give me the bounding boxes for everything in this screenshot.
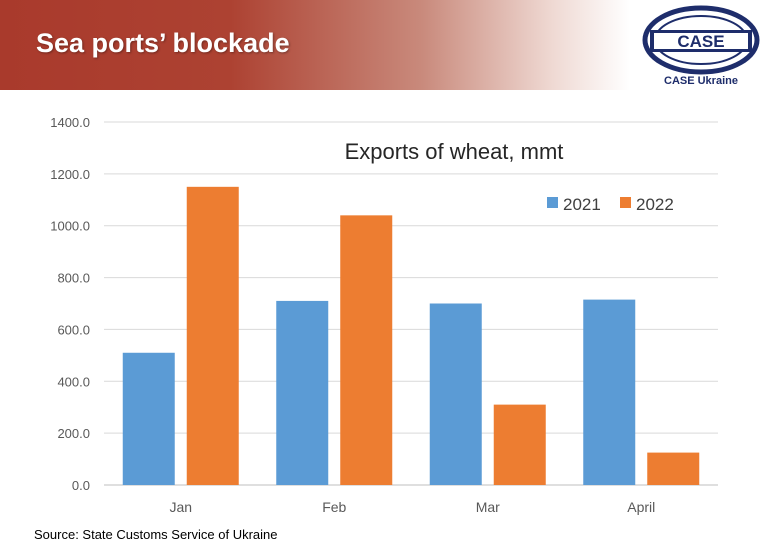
y-tick-label: 800.0 [57,271,90,286]
source-note: Source: State Customs Service of Ukraine [34,527,278,542]
y-tick-label: 1000.0 [50,219,90,234]
x-tick-label: Mar [476,499,500,515]
bar-2021-jan [122,352,175,485]
bar-2021-april [583,299,636,485]
y-tick-label: 600.0 [57,322,90,337]
bar-2022-jan [186,186,239,486]
bars [122,186,700,486]
y-tick-label: 1400.0 [50,115,90,130]
y-tick-label: 400.0 [57,374,90,389]
legend-label-2021: 2021 [563,195,601,214]
chart-legend: 2021 2022 [547,195,674,214]
x-tick-label: April [627,499,655,515]
chart-title: Exports of wheat, mmt [345,139,564,164]
bar-2021-feb [276,300,329,485]
legend-swatch-2021 [547,197,558,208]
case-logo-icon: CASE [642,5,760,75]
y-tick-label: 1200.0 [50,167,90,182]
wheat-exports-chart: 0.0 200.0 400.0 600.0 800.0 1000.0 1200.0 1400.… [50,115,718,515]
x-tick-label: Jan [169,499,192,515]
bar-2022-mar [493,404,546,485]
logo-text: CASE [677,32,724,51]
header-banner: Sea ports’ blockade [0,0,768,90]
bar-2022-feb [340,215,393,486]
y-tick-label: 200.0 [57,426,90,441]
bar-2022-april [647,452,700,485]
x-tick-label: Feb [322,499,346,515]
legend-label-2022: 2022 [636,195,674,214]
x-axis-ticks: Jan Feb Mar April [169,499,655,515]
slide-title: Sea ports’ blockade [36,28,290,58]
y-tick-label: 0.0 [72,478,90,493]
legend-swatch-2022 [620,197,631,208]
logo-caption: CASE Ukraine [664,75,738,87]
y-axis-ticks: 0.0 200.0 400.0 600.0 800.0 1000.0 1200.0 1400.… [50,115,90,493]
bar-2021-mar [429,303,482,485]
